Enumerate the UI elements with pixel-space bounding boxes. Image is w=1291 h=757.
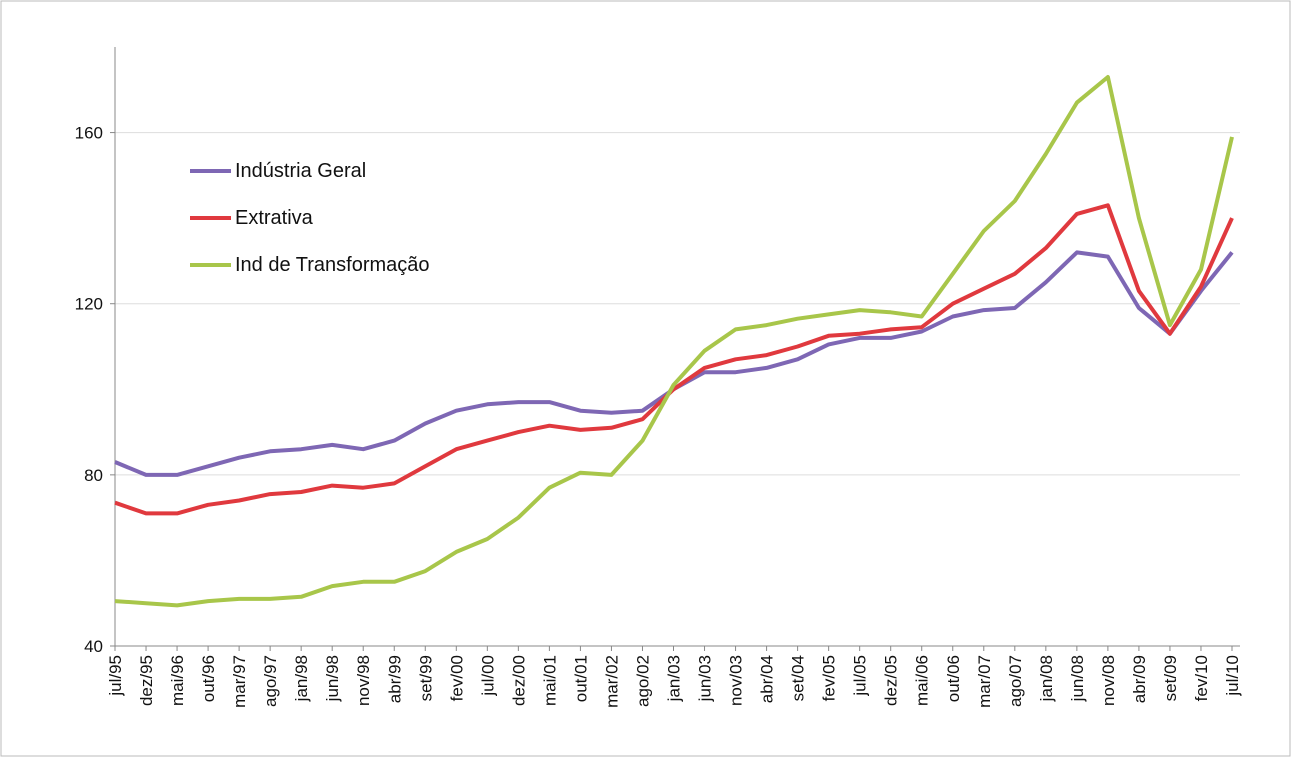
legend-label: Indústria Geral	[235, 160, 366, 182]
y-tick-label: 40	[84, 637, 103, 656]
x-tick-label: set/99	[416, 655, 435, 701]
x-tick-label: abr/09	[1130, 655, 1149, 703]
x-tick-label: abr/04	[758, 655, 777, 703]
x-tick-label: jun/03	[696, 655, 715, 702]
x-tick-label: mai/96	[168, 655, 187, 706]
x-tick-label: nov/98	[354, 655, 373, 706]
series-line	[114, 203, 1234, 516]
y-tick-label: 160	[75, 124, 103, 143]
x-tick-label: ago/97	[261, 655, 280, 707]
x-tick-label: nov/03	[727, 655, 746, 706]
x-tick-label: out/06	[944, 655, 963, 702]
x-tick-label: jan/98	[292, 655, 311, 702]
legend-label: Extrativa	[235, 207, 314, 229]
x-tick-label: fev/00	[447, 655, 466, 701]
x-tick-label: jan/08	[1037, 655, 1056, 702]
x-tick-label: set/09	[1161, 655, 1180, 701]
x-tick-label: jul/00	[478, 655, 497, 697]
x-tick-label: mar/02	[602, 655, 621, 708]
x-tick-label: mar/07	[975, 655, 994, 708]
y-tick-label: 80	[84, 466, 103, 485]
x-tick-label: jul/95	[106, 655, 125, 697]
x-tick-label: ago/02	[633, 655, 652, 707]
x-tick-label: jun/08	[1068, 655, 1087, 702]
series-line	[114, 75, 1234, 608]
x-tick-label: dez/05	[882, 655, 901, 706]
x-tick-label: jun/98	[323, 655, 342, 702]
y-tick-label: 120	[75, 295, 103, 314]
x-tick-label: dez/00	[509, 655, 528, 706]
x-tick-label: set/04	[789, 655, 808, 701]
x-tick-label: jul/10	[1223, 655, 1242, 697]
x-tick-label: mai/06	[913, 655, 932, 706]
x-tick-label: out/96	[199, 655, 218, 702]
x-tick-label: out/01	[571, 655, 590, 702]
x-tick-label: nov/08	[1099, 655, 1118, 706]
x-tick-label: ago/07	[1006, 655, 1025, 707]
x-tick-label: fev/05	[820, 655, 839, 701]
x-tick-label: mai/01	[540, 655, 559, 706]
x-tick-label: mar/97	[230, 655, 249, 708]
x-tick-label: abr/99	[385, 655, 404, 703]
x-tick-label: jan/03	[665, 655, 684, 702]
x-tick-label: dez/95	[137, 655, 156, 706]
legend-label: Ind de Transformação	[235, 254, 430, 276]
x-tick-label: jul/05	[851, 655, 870, 697]
x-tick-label: fev/10	[1192, 655, 1211, 701]
